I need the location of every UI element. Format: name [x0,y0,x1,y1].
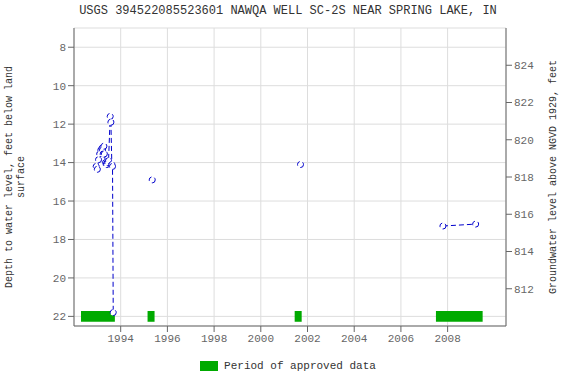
svg-text:822: 822 [514,97,534,109]
svg-text:20: 20 [53,273,66,285]
html-text:USGS 394522085523601 NAWQA WEL: USGS 394522085523601 NAWQA WELL SC-2S NE… [79,4,497,18]
svg-text:2002: 2002 [294,333,320,345]
svg-text:22: 22 [53,311,66,323]
svg-text:Depth to water level, feet bel: Depth to water level, feet below landsur… [8,66,27,288]
svg-text:818: 818 [514,172,534,184]
svg-text:Groundwater level above NGVD 1: Groundwater level above NGVD 1929, feet [548,60,559,294]
svg-text:10: 10 [53,81,66,93]
svg-text:2004: 2004 [341,333,368,345]
html-text:Period of approved data: Period of approved data [224,360,376,372]
svg-text:812: 812 [514,284,534,296]
svg-text:2000: 2000 [248,333,274,345]
svg-text:824: 824 [514,60,534,72]
svg-text:814: 814 [514,246,534,258]
svg-text:1994: 1994 [107,333,134,345]
svg-text:18: 18 [53,234,66,246]
svg-text:1998: 1998 [201,333,227,345]
svg-text:2006: 2006 [388,333,414,345]
svg-text:1996: 1996 [154,333,180,345]
svg-text:12: 12 [53,119,66,131]
svg-text:816: 816 [514,209,534,221]
svg-text:14: 14 [53,157,67,169]
svg-text:8: 8 [59,42,66,54]
svg-text:820: 820 [514,135,534,147]
svg-text:2008: 2008 [434,333,460,345]
svg-text:16: 16 [53,196,66,208]
